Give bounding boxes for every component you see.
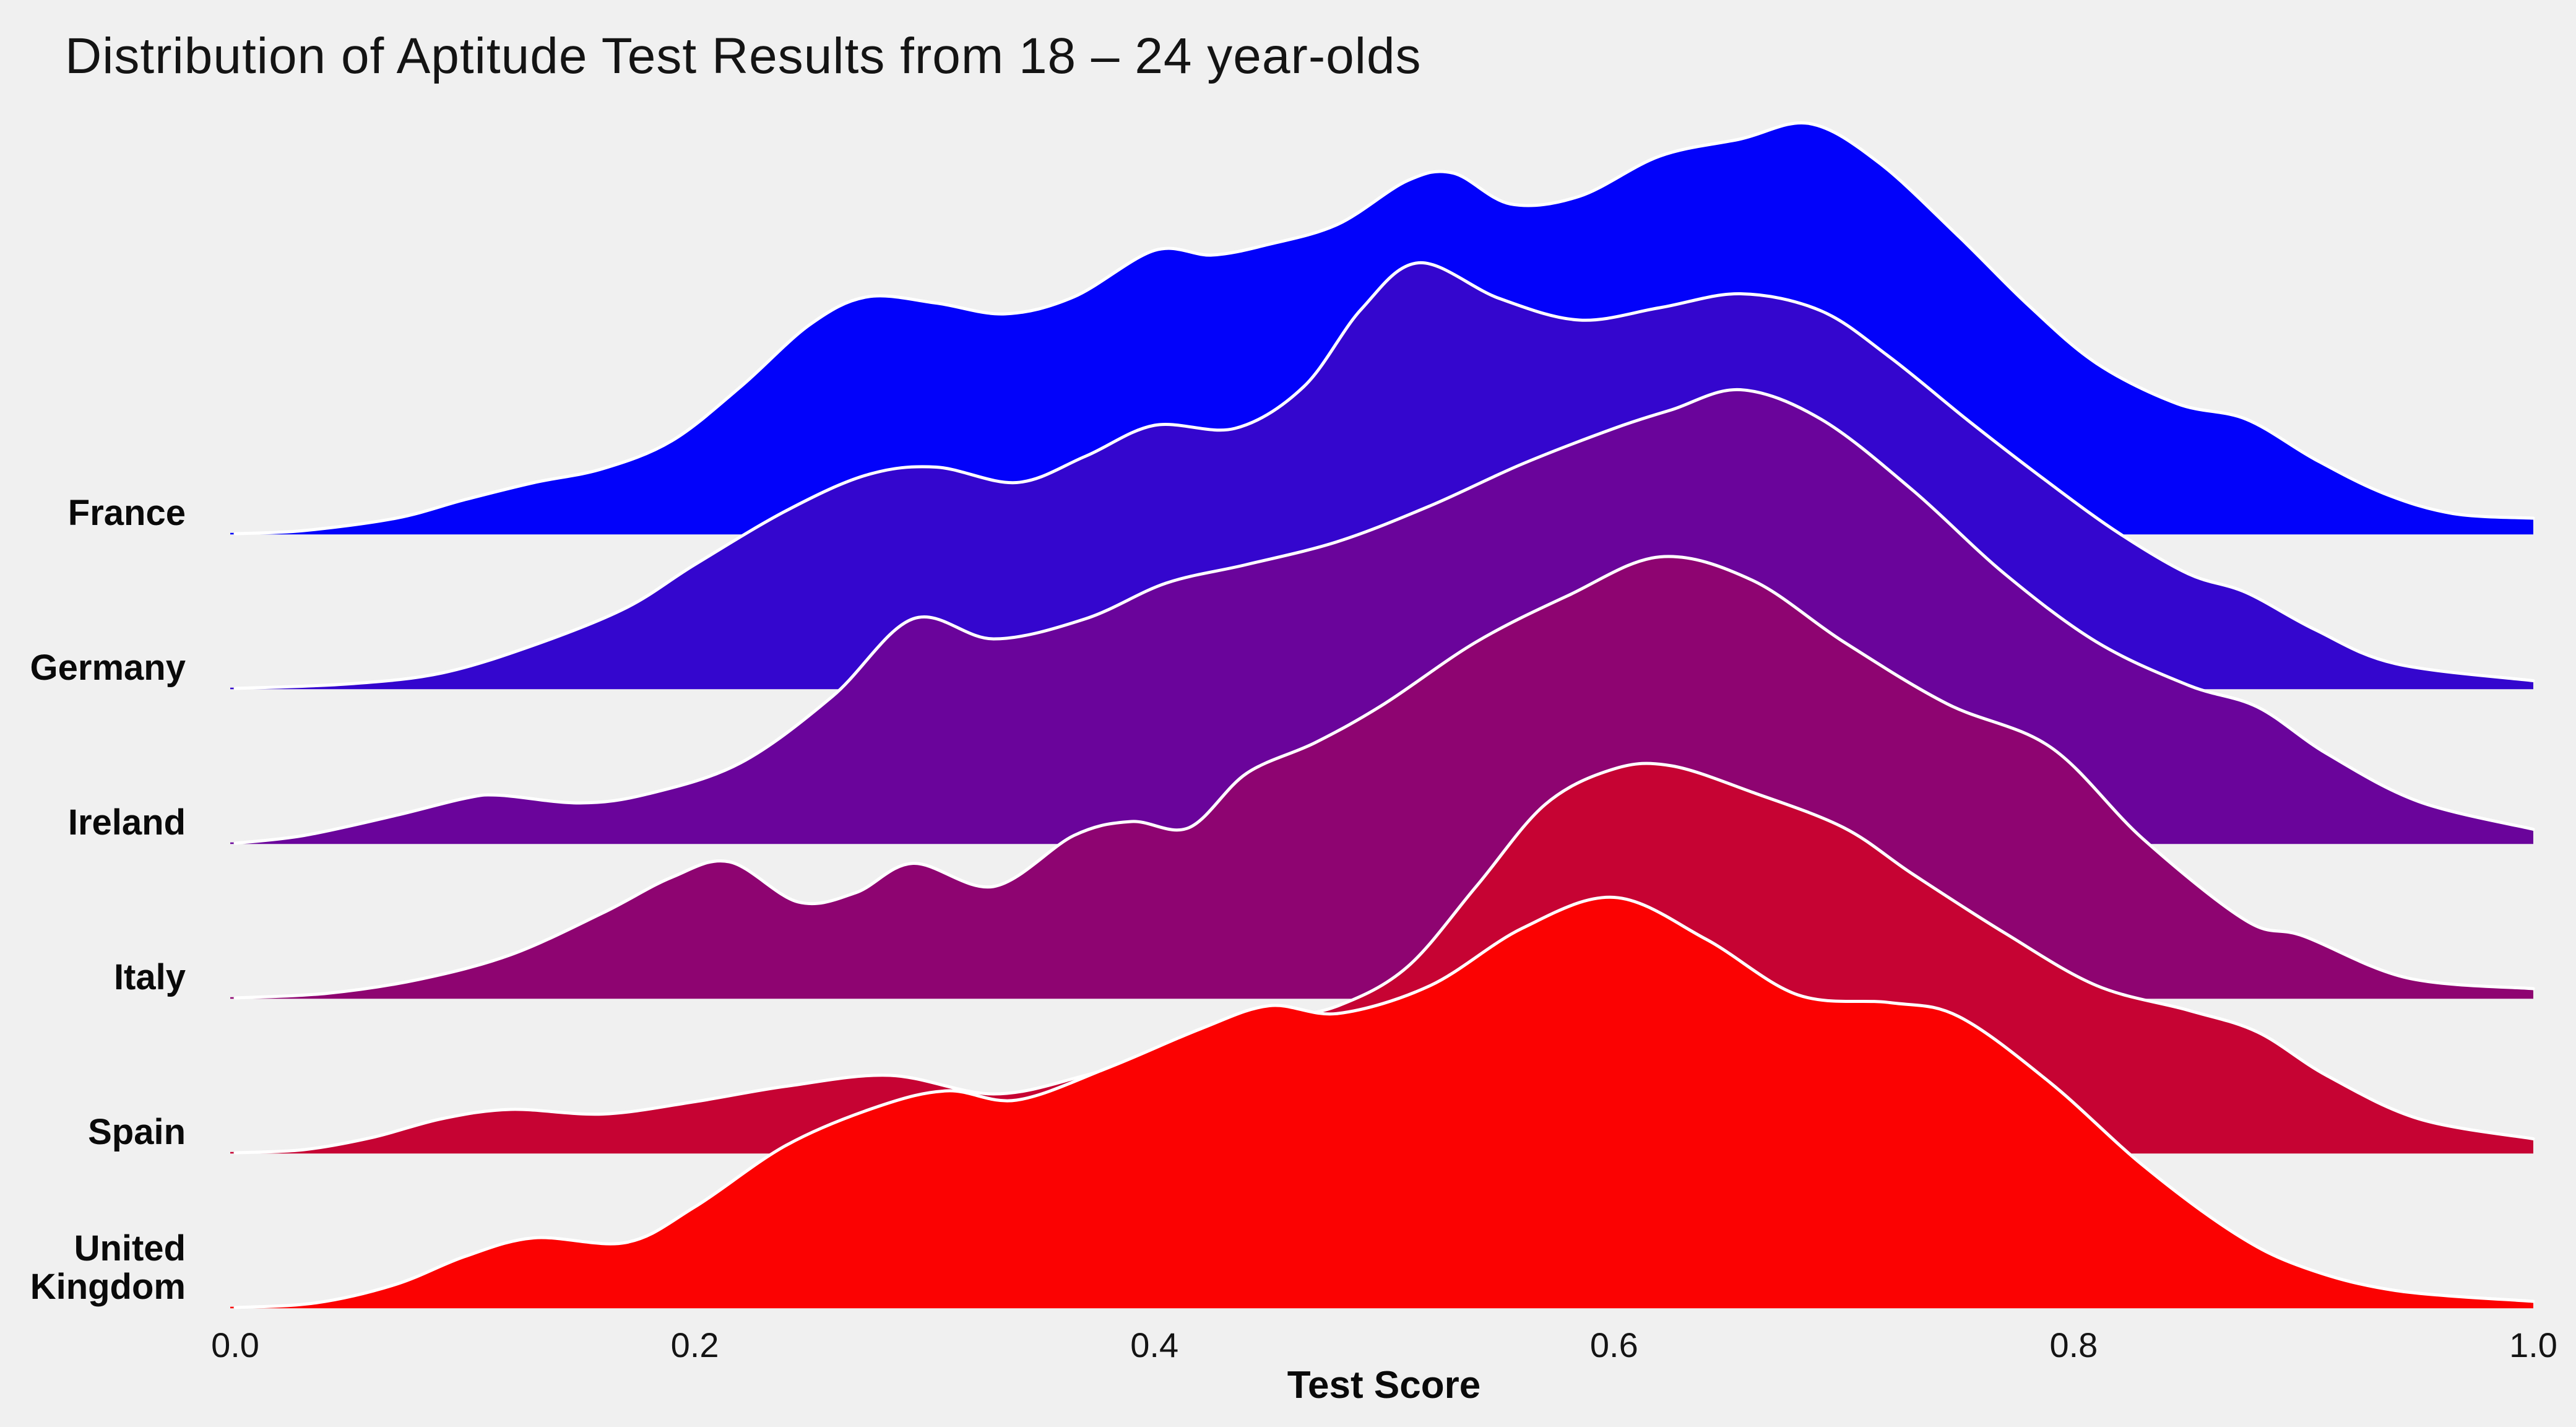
ridges-group [230, 121, 2535, 1309]
ridge-outline-france [233, 121, 2535, 536]
row-labels-group: France Germany Ireland Italy Spain UnitedKing… [30, 493, 186, 1307]
x-axis-title: Test Score [1287, 1364, 1480, 1407]
ridge-outline-united-kingdom [233, 895, 2535, 1309]
chart-title: Distribution of Aptitude Test Results fr… [65, 28, 1422, 84]
row-label-france: France [68, 493, 186, 533]
row-label-italy: Italy [114, 957, 186, 997]
row-label-spain: Spain [88, 1112, 186, 1152]
x-tick-label-0.0: 0.0 [211, 1325, 259, 1364]
x-tick-label-0.2: 0.2 [671, 1325, 719, 1364]
ridge-fill-united-kingdom [235, 897, 2533, 1308]
x-tick-label-0.6: 0.6 [1590, 1325, 1638, 1364]
row-label-ireland: Ireland [68, 802, 186, 843]
ridge-outline-germany [233, 261, 2535, 690]
ridge-outline-italy [233, 555, 2535, 1000]
x-tick-label-0.4: 0.4 [1130, 1325, 1178, 1364]
x-axis-ticks-group: 0.0 0.2 0.4 0.6 0.8 1.0 [211, 1325, 2557, 1364]
row-label-united-kingdom: Kingdom [30, 1267, 186, 1307]
ridge-outline-ireland [233, 388, 2535, 845]
ridge-fill-italy [235, 556, 2533, 998]
row-label-germany: Germany [30, 648, 186, 688]
row-label-united-kingdom: United [74, 1228, 186, 1269]
x-tick-label-0.8: 0.8 [2049, 1325, 2098, 1364]
ridge-outline-spain [233, 761, 2535, 1155]
x-tick-label-1.0: 1.0 [2509, 1325, 2557, 1364]
